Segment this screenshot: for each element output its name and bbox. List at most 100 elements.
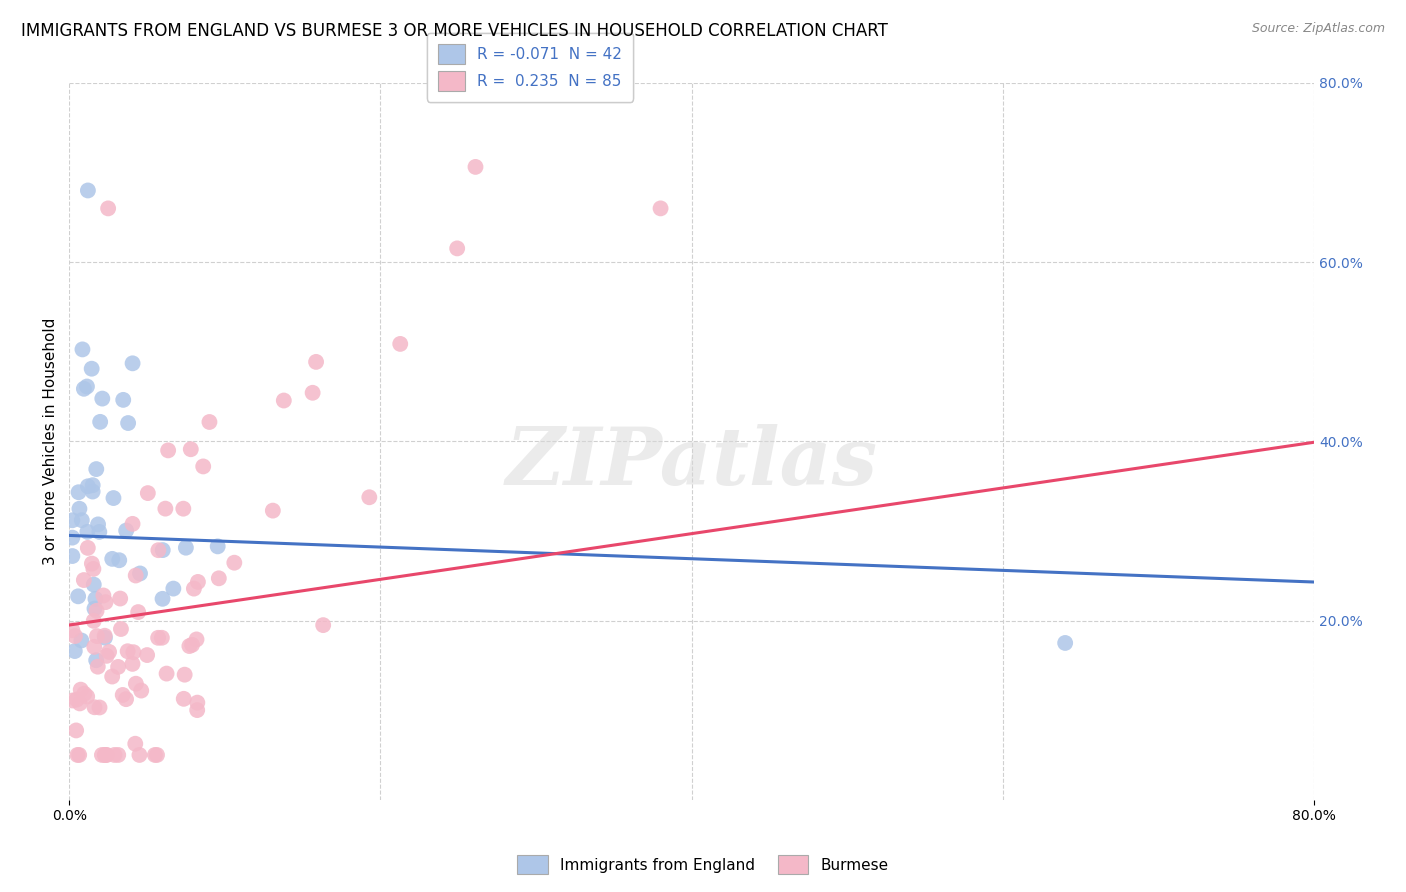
Point (73, 382, 96, 396)
Point (187, 574, 209, 589)
Point (94, 631, 117, 645)
Point (173, 667, 195, 681)
Point (224, 556, 246, 570)
Point (127, 605, 149, 619)
Point (83, 700, 105, 714)
Legend: R = -0.071  N = 42, R =  0.235  N = 85: R = -0.071 N = 42, R = 0.235 N = 85 (427, 33, 633, 102)
Point (60, 531, 83, 545)
Point (121, 657, 143, 671)
Point (108, 591, 131, 606)
Point (162, 582, 184, 596)
Point (301, 385, 323, 400)
Point (87, 517, 110, 532)
Point (76, 524, 98, 539)
Point (80, 361, 103, 376)
Point (273, 393, 295, 408)
Point (94, 747, 117, 762)
Legend: Immigrants from England, Burmese: Immigrants from England, Burmese (512, 849, 894, 880)
Point (136, 648, 159, 662)
Point (143, 747, 166, 762)
Point (121, 516, 143, 531)
Point (108, 553, 131, 567)
Point (67, 747, 90, 762)
Point (129, 566, 152, 581)
Point (103, 747, 125, 762)
Point (312, 618, 335, 632)
Y-axis label: 3 or more Vehicles in Household: 3 or more Vehicles in Household (44, 318, 58, 565)
Point (60, 623, 83, 637)
Point (146, 747, 169, 762)
Point (77, 184, 100, 198)
Point (62, 693, 84, 707)
Point (82, 562, 104, 576)
Point (125, 568, 148, 582)
Point (107, 660, 129, 674)
Point (111, 688, 134, 702)
Point (89, 700, 111, 714)
Point (198, 415, 221, 429)
Point (65, 723, 87, 738)
Point (94, 595, 117, 609)
Point (112, 392, 135, 407)
Point (83, 577, 105, 591)
Point (128, 747, 150, 762)
Point (69, 682, 91, 697)
Point (97, 202, 120, 216)
Point (60, 549, 83, 563)
Point (208, 571, 231, 585)
Point (84, 462, 107, 476)
Point (73, 687, 96, 701)
Point (67, 501, 90, 516)
Point (87, 659, 110, 673)
Point (180, 442, 202, 457)
Point (96, 747, 118, 762)
Point (464, 160, 486, 174)
Point (125, 676, 148, 690)
Point (359, 490, 381, 504)
Point (117, 644, 139, 658)
Point (186, 703, 208, 717)
Point (86, 629, 108, 643)
Point (84, 653, 107, 667)
Point (262, 503, 284, 517)
Point (83, 640, 105, 654)
Point (152, 543, 174, 558)
Point (60, 513, 83, 527)
Point (89, 415, 111, 429)
Point (103, 491, 125, 505)
Point (179, 639, 201, 653)
Point (122, 645, 145, 659)
Point (89, 524, 111, 539)
Point (76, 690, 98, 704)
Point (82, 478, 104, 492)
Point (155, 666, 177, 681)
Point (93, 589, 115, 603)
Point (94, 747, 117, 762)
Point (67, 485, 90, 500)
Point (157, 443, 180, 458)
Point (70, 633, 93, 648)
Point (193, 459, 215, 474)
Point (93, 629, 115, 643)
Point (96, 648, 118, 663)
Point (115, 692, 138, 706)
Point (67, 590, 90, 604)
Point (172, 501, 194, 516)
Point (66, 692, 89, 706)
Point (76, 379, 98, 393)
Point (110, 622, 132, 636)
Point (183, 582, 205, 596)
Point (446, 241, 468, 255)
Point (98, 645, 121, 659)
Point (181, 638, 204, 652)
Point (82, 484, 104, 499)
Point (86, 604, 108, 618)
Point (1054, 636, 1077, 650)
Point (174, 541, 197, 555)
Point (650, 202, 672, 216)
Point (124, 737, 146, 751)
Text: Source: ZipAtlas.com: Source: ZipAtlas.com (1251, 22, 1385, 36)
Point (70, 513, 93, 527)
Point (77, 479, 100, 493)
Point (305, 355, 328, 369)
